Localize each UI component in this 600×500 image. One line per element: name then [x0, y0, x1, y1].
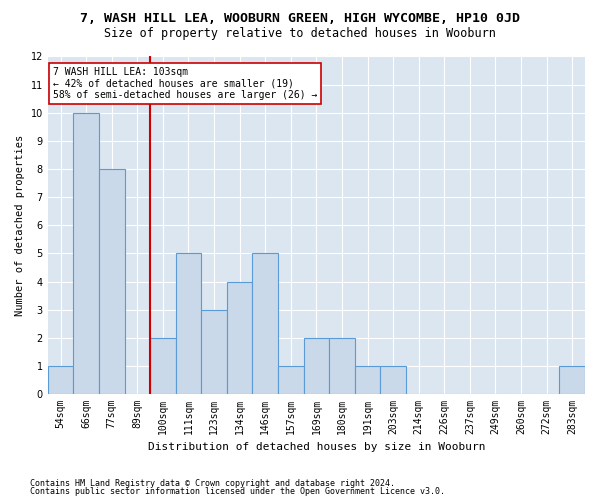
Bar	[73, 113, 99, 394]
Bar	[99, 169, 125, 394]
Bar	[380, 366, 406, 394]
Bar	[48, 366, 73, 394]
Y-axis label: Number of detached properties: Number of detached properties	[15, 134, 25, 316]
Bar	[227, 282, 253, 394]
Text: Contains HM Land Registry data © Crown copyright and database right 2024.: Contains HM Land Registry data © Crown c…	[30, 478, 395, 488]
Bar	[355, 366, 380, 394]
Bar	[176, 254, 201, 394]
Text: Contains public sector information licensed under the Open Government Licence v3: Contains public sector information licen…	[30, 487, 445, 496]
Bar	[559, 366, 585, 394]
Bar	[304, 338, 329, 394]
Bar	[150, 338, 176, 394]
Text: Size of property relative to detached houses in Wooburn: Size of property relative to detached ho…	[104, 28, 496, 40]
X-axis label: Distribution of detached houses by size in Wooburn: Distribution of detached houses by size …	[148, 442, 485, 452]
Bar	[278, 366, 304, 394]
Text: 7, WASH HILL LEA, WOOBURN GREEN, HIGH WYCOMBE, HP10 0JD: 7, WASH HILL LEA, WOOBURN GREEN, HIGH WY…	[80, 12, 520, 26]
Bar	[201, 310, 227, 394]
Bar	[329, 338, 355, 394]
Bar	[253, 254, 278, 394]
Text: 7 WASH HILL LEA: 103sqm
← 42% of detached houses are smaller (19)
58% of semi-de: 7 WASH HILL LEA: 103sqm ← 42% of detache…	[53, 66, 317, 100]
